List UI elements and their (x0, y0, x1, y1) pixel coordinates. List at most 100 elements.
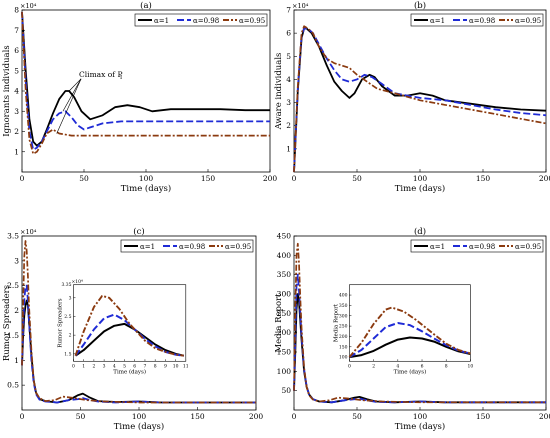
inset-x-tick-label: 6 (133, 363, 136, 369)
inset-x-tick-label: 10 (468, 363, 474, 369)
legend-label: α=1 (154, 17, 169, 25)
legend-box (120, 239, 254, 253)
annotation-text: Climax of P (79, 70, 122, 79)
y-tick-label: 3 (286, 98, 291, 107)
x-tick-label: 100 (139, 174, 154, 183)
legend-label: α=0.95 (239, 17, 265, 25)
y-tick-label: 450 (277, 232, 292, 241)
series-line (21, 11, 270, 155)
inset-series-line (348, 322, 471, 358)
y-axis-label: Aware individuals (274, 53, 284, 131)
x-tick-label: 150 (201, 174, 216, 183)
annotation-arrow (68, 78, 82, 92)
legend-label: α=0.98 (469, 243, 495, 251)
y-tick-label: 2.5 (7, 281, 19, 290)
inset-x-tick-label: 10 (173, 363, 179, 369)
legend-label: α=0.98 (469, 17, 495, 25)
panel-label: (b) (414, 0, 426, 11)
legend-label: α=1 (430, 243, 445, 251)
x-tick-label: 100 (413, 174, 428, 183)
y-tick-label: 7 (286, 6, 291, 15)
x-tick-label: 0 (20, 412, 25, 421)
y-tick-label: 3.5 (7, 232, 19, 241)
inset-x-tick-label: 5 (123, 363, 126, 369)
series-line (21, 11, 270, 151)
y-tick-label: 150 (277, 348, 292, 357)
y-axis-label: Ignorants individuals (2, 45, 12, 136)
series-line (293, 27, 547, 173)
legend-box (134, 13, 268, 27)
exponent-label: ×10⁴ (292, 2, 309, 10)
annotation-arrow (56, 78, 82, 134)
panel-b: 0 50 100 150 200 1 2 3 4 5 6 7×10⁴ (b) Time (days) Awa… (274, 0, 550, 194)
x-tick-label: 150 (476, 174, 491, 183)
x-tick-label: 100 (413, 412, 428, 421)
x-tick-label: 0 (292, 412, 297, 421)
legend-label: α=1 (140, 243, 155, 251)
y-tick-label: 2 (14, 127, 19, 136)
y-tick-label: 6 (14, 46, 19, 55)
inset-y-tick-label: 350 (339, 303, 348, 309)
inset-series-line (74, 322, 185, 357)
x-axis-label: Time (days) (114, 421, 165, 432)
inset-y-tick-label: 100 (339, 355, 348, 361)
y-tick-label: 350 (277, 270, 292, 279)
y-axis-label: Rumor Spreaders (2, 285, 12, 361)
x-tick-label: 0 (20, 174, 25, 183)
y-axis-label: Media Report (274, 293, 284, 353)
x-axis-label: Time (days) (121, 183, 172, 194)
x-tick-label: 50 (76, 412, 86, 421)
legend-label: α=1 (430, 17, 445, 25)
x-tick-label: 0 (292, 174, 297, 183)
legend-label: α=0.98 (193, 17, 219, 25)
inset-y-axis-label: Media Report (333, 303, 339, 342)
legend-label: α=0.98 (179, 243, 205, 251)
annotation-arrow (62, 78, 82, 112)
panel-label: (d) (414, 226, 426, 237)
inset-x-tick-label: 3 (103, 363, 106, 369)
y-tick-label: 1 (14, 356, 19, 365)
legend-label: α=0.95 (515, 17, 541, 25)
x-tick-label: 150 (476, 412, 491, 421)
inset-x-tick-label: 0 (72, 363, 75, 369)
inset-y-tick-label: 400 (339, 293, 348, 299)
inset: 0 1 2 3 4 5 6 7 8 9 10 11 1.5 2 2.5 3 3.35×10⁴ Time (days… (57, 279, 188, 375)
legend-box (410, 239, 544, 253)
inset-y-tick-label: 2.5 (64, 314, 71, 320)
inset-x-tick-label: 11 (183, 363, 189, 369)
y-tick-label: 3 (14, 107, 19, 116)
inset-x-tick-label: 9 (164, 363, 167, 369)
inset-x-tick-label: 4 (396, 363, 399, 369)
inset-y-tick-label: 2 (69, 333, 72, 339)
plot-frame (21, 9, 271, 173)
inset-x-tick-label: 6 (421, 363, 424, 369)
y-tick-label: 7 (14, 26, 19, 35)
inset-y-tick-label: 300 (339, 313, 348, 319)
inset-series-line (349, 336, 471, 359)
x-tick-label: 200 (539, 174, 550, 183)
legend-label: α=0.95 (225, 243, 251, 251)
x-tick-label: 200 (263, 174, 278, 183)
y-tick-label: 8 (14, 6, 19, 15)
x-tick-label: 200 (539, 412, 550, 421)
y-tick-label: 300 (277, 290, 292, 299)
inset-x-axis-label: Time (days) (113, 368, 146, 375)
inset-series-line (74, 313, 184, 357)
inset-y-tick-label: 200 (339, 334, 348, 340)
inset-y-tick-label: 3.35 (61, 282, 71, 288)
y-tick-label: 5 (14, 66, 19, 75)
inset-x-tick-label: 2 (92, 363, 95, 369)
y-tick-label: 0.5 (7, 381, 19, 390)
inset-x-axis-label: Time (days) (394, 368, 427, 375)
inset-x-tick-label: 0 (348, 363, 351, 369)
plot-frame (293, 9, 547, 173)
y-tick-label: 1 (286, 144, 291, 153)
inset-x-tick-label: 8 (154, 363, 157, 369)
y-tick-label: 5 (286, 52, 291, 61)
panel-label: (c) (133, 226, 144, 237)
series-line (21, 240, 256, 404)
x-tick-label: 150 (190, 412, 205, 421)
x-tick-label: 50 (352, 174, 362, 183)
exponent-label: ×10⁴ (20, 2, 37, 10)
